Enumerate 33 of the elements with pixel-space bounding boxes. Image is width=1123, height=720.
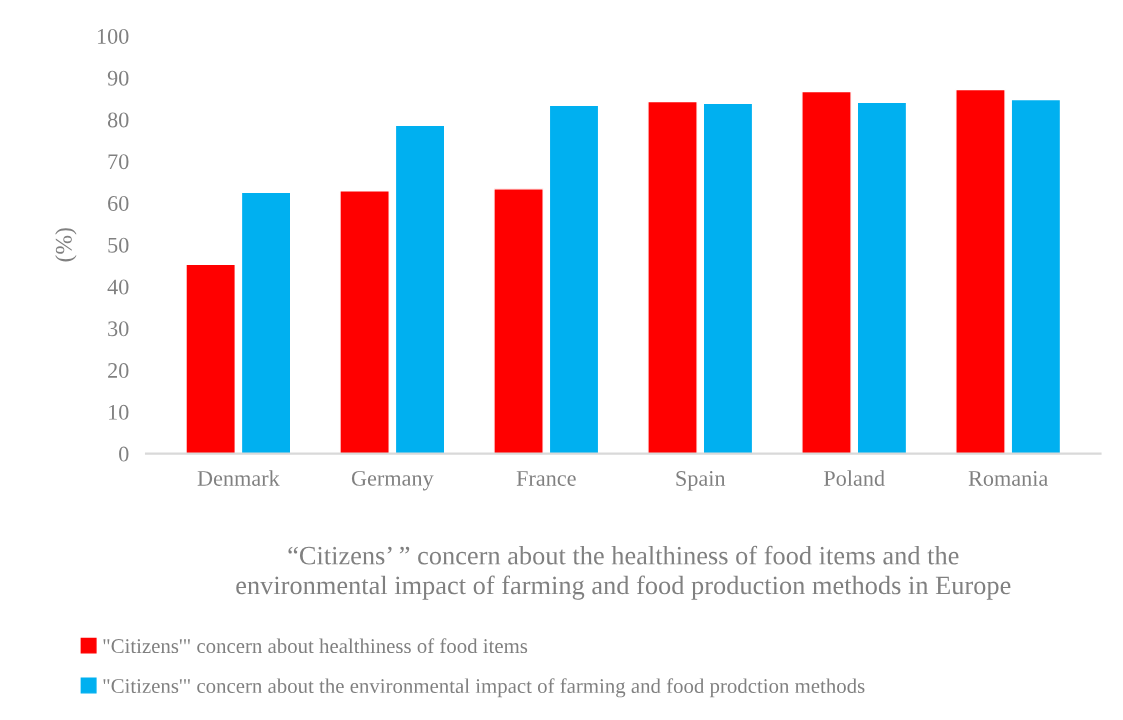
y-tick-label: 0 <box>119 446 129 462</box>
bar <box>339 190 390 454</box>
x-tick-label: Poland <box>823 470 885 486</box>
bar <box>702 102 754 454</box>
y-tick-label: 90 <box>107 70 129 86</box>
bar <box>955 88 1006 454</box>
bar <box>394 124 446 454</box>
bar <box>240 191 292 454</box>
y-tick-label: 30 <box>108 321 129 337</box>
x-axis-title: “Citizens’ ” concern about the healthiness of food items and the environmental impact of farming and food production methods in Europe <box>236 545 1011 600</box>
y-axis-title: (%) <box>55 228 77 262</box>
bar <box>801 90 852 454</box>
y-tick-label: 70 <box>108 154 129 170</box>
legend-label: "Citizens'" concern about healthiness of food items <box>103 638 528 654</box>
y-tick-label: 40 <box>107 279 129 295</box>
bar <box>647 100 698 454</box>
x-tick-label: Spain <box>676 470 726 491</box>
y-tick-label: 50 <box>108 237 129 253</box>
y-tick-label: 20 <box>108 363 129 379</box>
bar <box>856 101 908 454</box>
bar <box>185 263 236 454</box>
y-tick-label: 100 <box>97 28 129 44</box>
x-tick-label: Romania <box>968 470 1048 486</box>
x-tick-label: Germany <box>351 470 434 491</box>
y-tick-label: 60 <box>108 195 129 211</box>
bar <box>493 188 544 454</box>
legend-label: "Citizens'" concern about the environmental impact of farming and food prodction methods <box>103 678 865 698</box>
bar <box>548 104 600 454</box>
y-tick-label: 10 <box>109 404 129 420</box>
x-tick-label: Denmark <box>197 470 280 486</box>
x-tick-label: France <box>516 471 576 486</box>
y-tick-label: 80 <box>107 112 129 128</box>
bar <box>1010 98 1062 454</box>
